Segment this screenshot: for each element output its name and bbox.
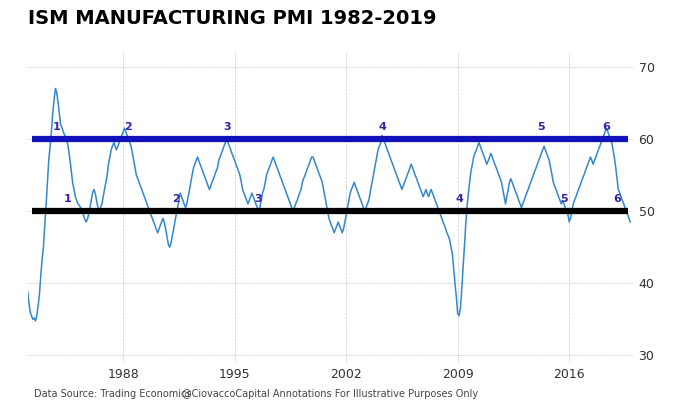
Text: 6: 6 [602,122,610,132]
Text: 1: 1 [63,194,72,204]
Text: Data Source: Trading Economics: Data Source: Trading Economics [34,389,192,399]
Text: 4: 4 [379,122,387,132]
Text: 1: 1 [52,122,60,132]
Text: 2: 2 [172,194,180,204]
Text: ISM MANUFACTURING PMI 1982-2019: ISM MANUFACTURING PMI 1982-2019 [28,8,436,27]
Text: 4: 4 [455,194,463,204]
Text: 5: 5 [561,194,568,204]
Text: @CiovaccoCapital Annotations For Illustrative Purposes Only: @CiovaccoCapital Annotations For Illustr… [182,389,478,399]
Text: 2: 2 [124,122,132,132]
Text: 5: 5 [537,122,544,132]
Text: 3: 3 [223,122,230,132]
Text: 6: 6 [613,194,621,204]
Text: 3: 3 [255,194,262,204]
